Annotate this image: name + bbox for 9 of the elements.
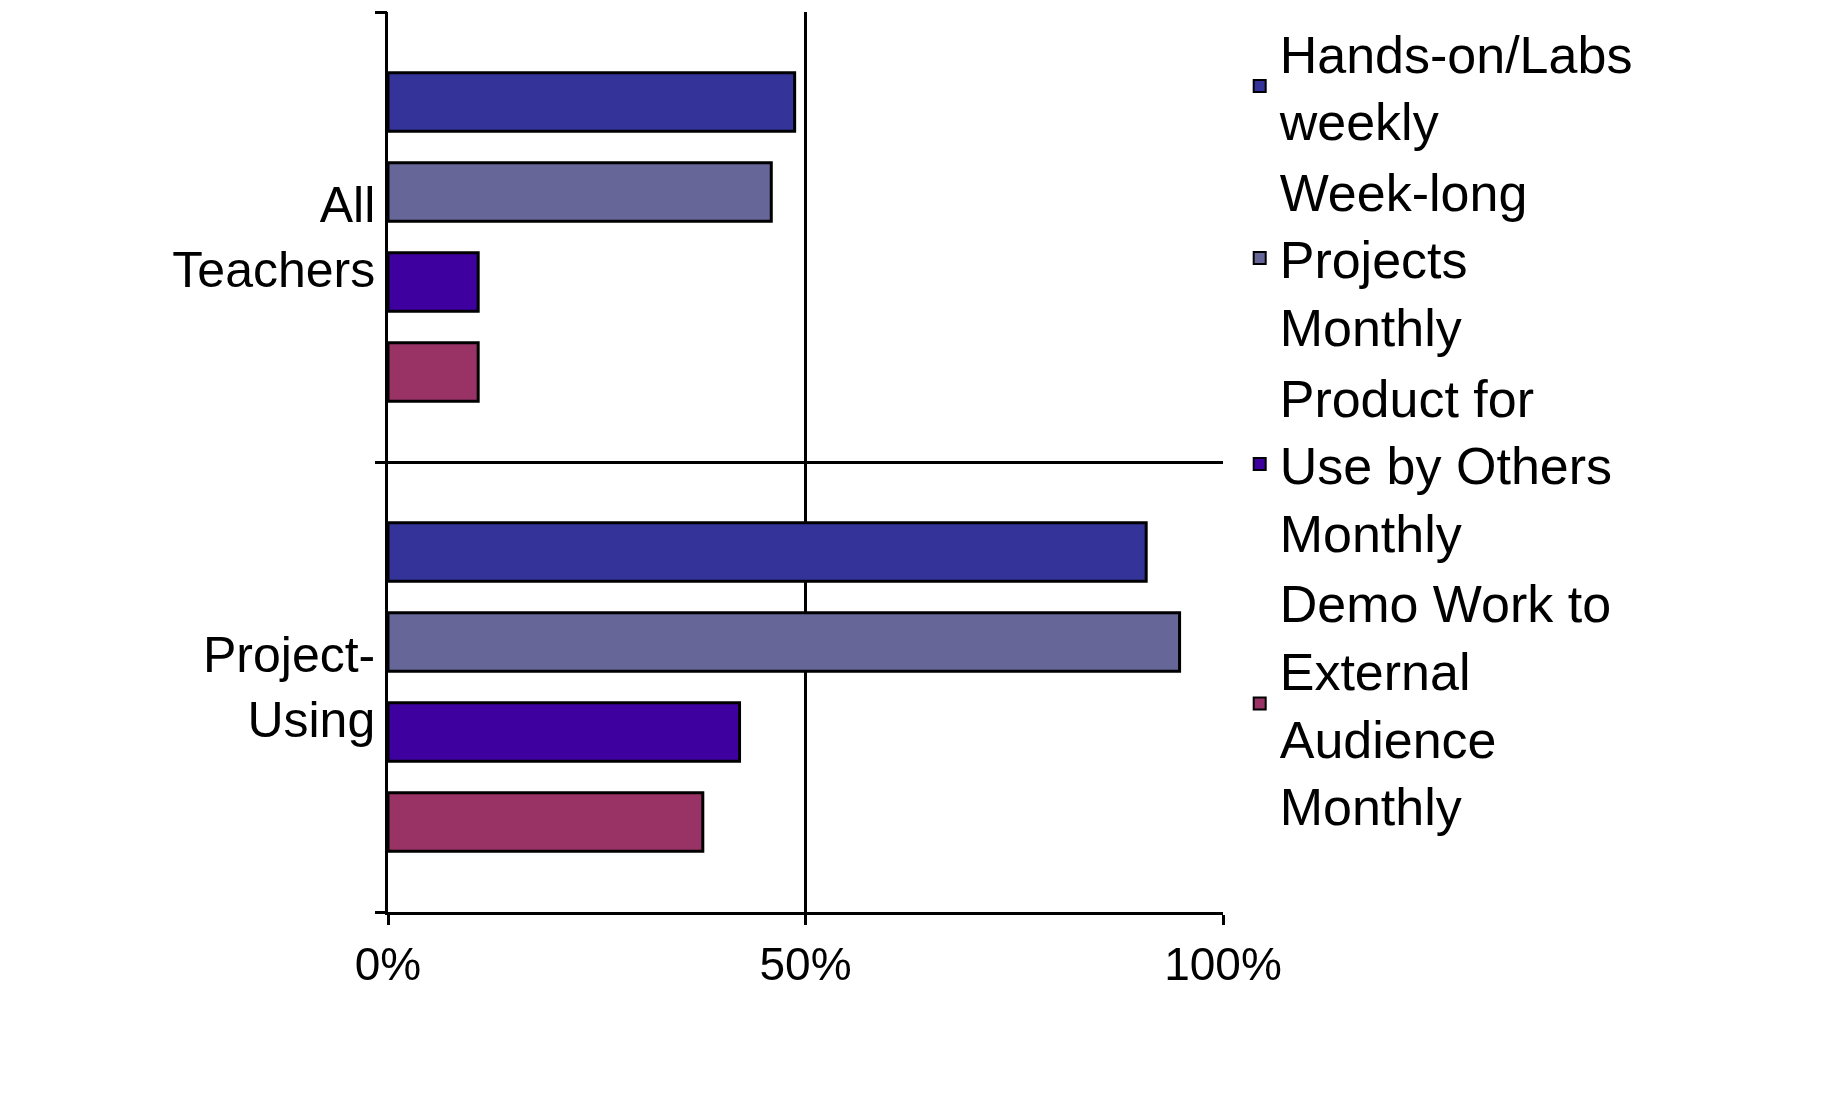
y-tick-label: Project-Using (202, 627, 376, 748)
legend-label: Demo Work to External Audience Monthly (1279, 575, 1612, 837)
legend-label: Hands-on/Labs weekly (1278, 25, 1633, 152)
legend-label: Week-long Projects Monthly (1279, 163, 1528, 357)
y-tick-label: All Teachers (172, 177, 376, 298)
x-tick-label: 100% (1164, 937, 1282, 990)
x-tick-label: 0% (354, 937, 422, 990)
x-tick-label: 50% (759, 937, 852, 990)
legend-label: Product for Use by Others Monthly (1279, 369, 1613, 563)
